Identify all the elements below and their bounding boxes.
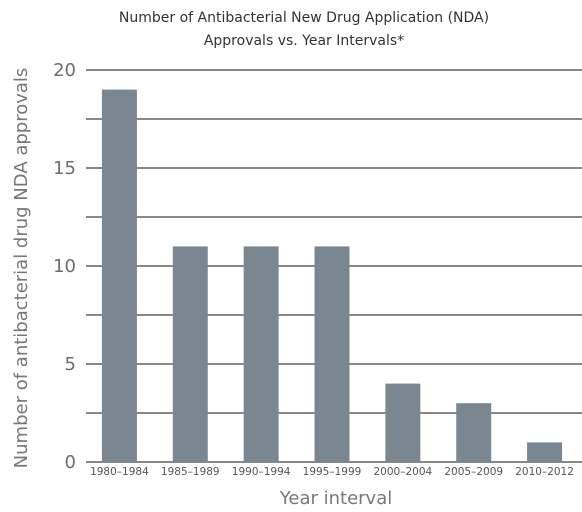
x-tick-labels: 1980–1984 1985–1989 1990–1994 1995–1999 2000…: [90, 466, 574, 478]
bar-2: [172, 246, 208, 462]
bar-1: [101, 89, 137, 462]
x-tick-label: 2000–2004: [374, 466, 433, 478]
chart-title-line-1: Number of Antibacterial New Drug Applica…: [119, 10, 489, 26]
bar-6: [456, 403, 492, 462]
x-tick-label: 1990–1994: [232, 466, 291, 478]
bar-5: [385, 383, 421, 462]
y-tick-label: 5: [65, 354, 76, 375]
bar-4: [314, 246, 350, 462]
chart-title-line-2: Approvals vs. Year Intervals*: [204, 33, 404, 49]
x-tick-label: 1980–1984: [90, 466, 149, 478]
y-tick-label: 0: [65, 452, 76, 473]
chart-title: Number of Antibacterial New Drug Applica…: [119, 10, 489, 49]
y-tick-label: 10: [53, 256, 76, 277]
x-tick-label: 2010–2012: [515, 466, 574, 478]
y-tick-labels: 0 5 10 15 20: [53, 60, 76, 473]
x-tick-label: 2005–2009: [444, 466, 503, 478]
x-axis-title: Year interval: [279, 488, 392, 509]
bars: [101, 89, 563, 462]
x-tick-label: 1985–1989: [161, 466, 220, 478]
x-tick-label: 1995–1999: [303, 466, 362, 478]
bar-7: [527, 442, 563, 462]
y-tick-label: 15: [53, 158, 76, 179]
y-axis-title: Number of antibacterial drug NDA approva…: [11, 68, 32, 469]
bar-3: [243, 246, 279, 462]
y-tick-label: 20: [53, 60, 76, 81]
